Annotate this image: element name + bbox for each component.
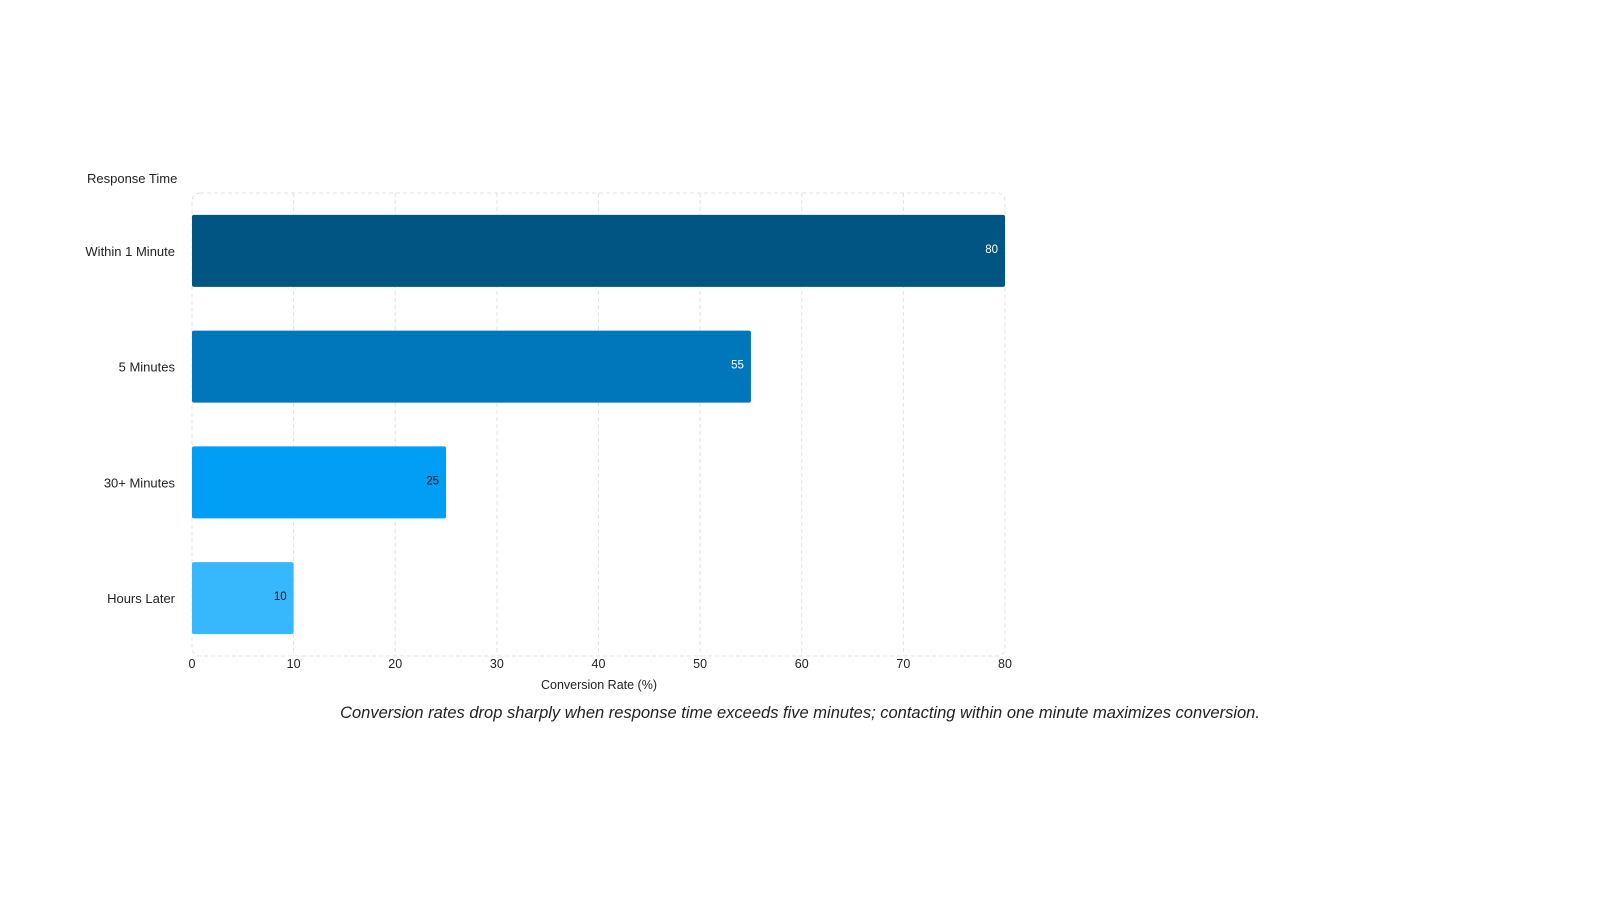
bar-value-label: 55 xyxy=(731,360,744,372)
chart-caption: Conversion rates drop sharply when respo… xyxy=(340,704,1260,722)
x-tick-label: 80 xyxy=(998,657,1012,671)
labels: 0 10 20 30 40 50 60 70 80 Within 1 Minute 80 5 Minu… xyxy=(85,244,1012,671)
x-tick-label: 20 xyxy=(388,657,402,671)
x-axis-title: Conversion Rate (%) xyxy=(541,678,657,692)
bar xyxy=(192,446,447,519)
bar xyxy=(192,562,294,635)
x-tick-label: 60 xyxy=(795,657,809,671)
bar-value-label: 80 xyxy=(985,244,998,256)
x-tick-label: 0 xyxy=(189,657,196,671)
y-category-label: 5 Minutes xyxy=(119,360,176,375)
bar-value-label: 10 xyxy=(274,591,287,603)
bar xyxy=(192,330,751,403)
x-tick-label: 70 xyxy=(896,657,910,671)
bar xyxy=(192,214,1005,287)
x-tick-label: 10 xyxy=(287,657,301,671)
grid xyxy=(191,192,1006,657)
y-axis-title: Response Time xyxy=(87,171,177,186)
y-category-label: 30+ Minutes xyxy=(104,475,176,490)
bar-value-label: 25 xyxy=(426,475,439,487)
y-category-label: Hours Later xyxy=(107,591,176,606)
x-tick-label: 30 xyxy=(490,657,504,671)
y-category-label: Within 1 Minute xyxy=(85,244,175,259)
x-tick-label: 40 xyxy=(592,657,606,671)
bars xyxy=(192,214,1005,635)
x-tick-label: 50 xyxy=(693,657,707,671)
